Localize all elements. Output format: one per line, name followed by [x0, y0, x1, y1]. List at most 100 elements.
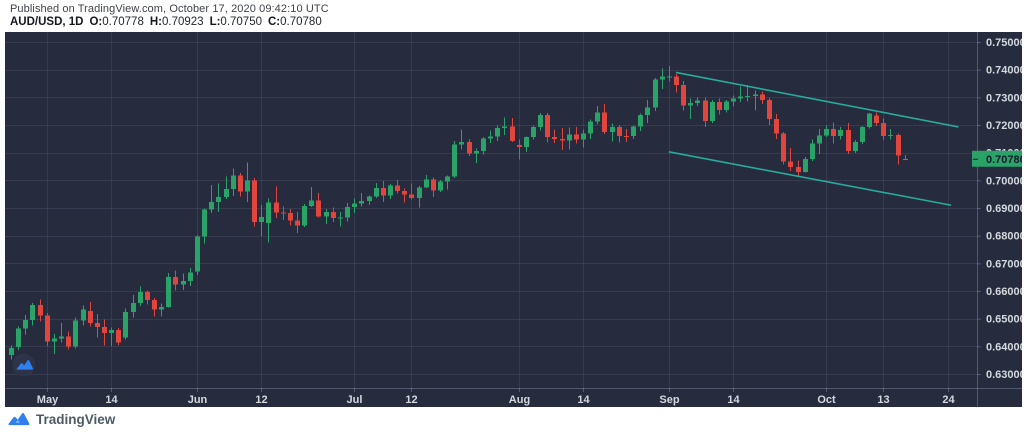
candle: [824, 128, 829, 136]
candle: [588, 121, 593, 134]
price-tick-label: 0.67000: [986, 258, 1022, 270]
time-tick-label: 14: [105, 394, 118, 406]
candle: [324, 211, 329, 217]
trendlines[interactable]: [668, 71, 959, 207]
candle: [710, 102, 715, 121]
open-label: O:: [89, 16, 103, 28]
time-tick-label: Aug: [509, 394, 530, 406]
channel-upper[interactable]: [675, 71, 959, 128]
candle: [152, 300, 157, 310]
tradingview-brand-link[interactable]: TradingView: [8, 412, 115, 427]
candles-layer: [9, 65, 908, 360]
candle: [467, 141, 472, 154]
candle: [159, 306, 164, 310]
candle: [30, 305, 35, 320]
candle: [903, 158, 908, 160]
candle: [624, 135, 629, 137]
publish-header: Published on TradingView.com, October 17…: [0, 0, 1024, 32]
brand-text[interactable]: TradingView: [36, 412, 116, 427]
time-tick-label: 24: [942, 394, 955, 406]
candle: [23, 319, 28, 329]
time-tick-label: 14: [577, 394, 590, 406]
candle: [645, 107, 650, 116]
candle: [481, 138, 486, 152]
candle: [259, 217, 264, 223]
candle: [424, 179, 429, 188]
candle: [73, 320, 78, 347]
candle: [331, 211, 336, 219]
candle: [502, 126, 507, 128]
candle: [660, 76, 665, 80]
candle: [166, 277, 171, 307]
footer-bar: TradingView: [0, 407, 1024, 436]
candle: [638, 115, 643, 127]
time-tick-label: Oct: [817, 394, 836, 406]
candle: [202, 209, 207, 237]
candle: [781, 133, 786, 162]
last-price-value: 0.70780: [986, 154, 1022, 166]
candle: [688, 102, 693, 106]
symbol-title: AUD/USD, 1D: [10, 16, 84, 28]
candle: [510, 126, 515, 141]
candle: [803, 158, 808, 172]
time-axis: May 14 Jun 12 Jul 12 Aug 14 Sep 14 Oct 13 24: [37, 388, 955, 406]
candle: [459, 141, 464, 145]
time-tick-label: 12: [255, 394, 267, 406]
candle: [402, 191, 407, 195]
candle: [216, 196, 221, 203]
candle: [796, 166, 801, 172]
low-label: L:: [209, 16, 221, 28]
candle: [738, 96, 743, 99]
candle: [367, 196, 372, 202]
candle: [374, 187, 379, 197]
candle: [838, 129, 843, 137]
candle: [238, 175, 243, 192]
low-value: 0.70750: [220, 16, 262, 28]
candle: [617, 126, 622, 136]
candle: [431, 179, 436, 191]
candle: [653, 79, 658, 108]
candle: [745, 95, 750, 97]
candle: [388, 185, 393, 196]
price-axis: 0.750000.740000.730000.720000.710000.700…: [977, 37, 1022, 381]
candle: [595, 112, 600, 122]
time-tick-label: May: [37, 394, 59, 406]
candle: [9, 347, 14, 356]
candle: [831, 128, 836, 137]
candle: [81, 309, 86, 321]
candle: [552, 136, 557, 140]
time-tick-label: Jun: [188, 394, 208, 406]
candle: [188, 272, 193, 281]
candle: [395, 185, 400, 192]
axis-separators: [5, 32, 1022, 407]
candle: [610, 126, 615, 132]
time-tick-label: 14: [727, 394, 740, 406]
candle: [517, 144, 522, 147]
candle: [295, 220, 300, 226]
candlestick-chart[interactable]: 0.750000.740000.730000.720000.710000.700…: [5, 32, 1022, 407]
price-tick-label: 0.68000: [986, 231, 1022, 243]
candle: [524, 136, 529, 147]
price-tick-label: 0.73000: [986, 92, 1022, 104]
tradingview-logo-icon: [8, 412, 30, 426]
candle: [409, 194, 414, 198]
candle: [231, 175, 236, 190]
chart-area[interactable]: 0.750000.740000.730000.720000.710000.700…: [5, 32, 1022, 407]
candle: [488, 136, 493, 139]
channel-lower[interactable]: [668, 151, 952, 207]
candle: [767, 100, 772, 120]
published-line: Published on TradingView.com, October 17…: [10, 3, 329, 15]
time-tick-label: Sep: [659, 394, 679, 406]
candle: [474, 151, 479, 154]
candle: [345, 207, 350, 218]
candle: [138, 291, 143, 304]
time-tick-label: Jul: [347, 394, 363, 406]
candle: [724, 101, 729, 110]
candle: [788, 161, 793, 167]
price-tick-label: 0.65000: [986, 314, 1022, 326]
candle: [123, 311, 128, 338]
candle: [760, 94, 765, 101]
candle: [810, 143, 815, 159]
candle: [338, 217, 343, 219]
candle: [252, 180, 257, 223]
